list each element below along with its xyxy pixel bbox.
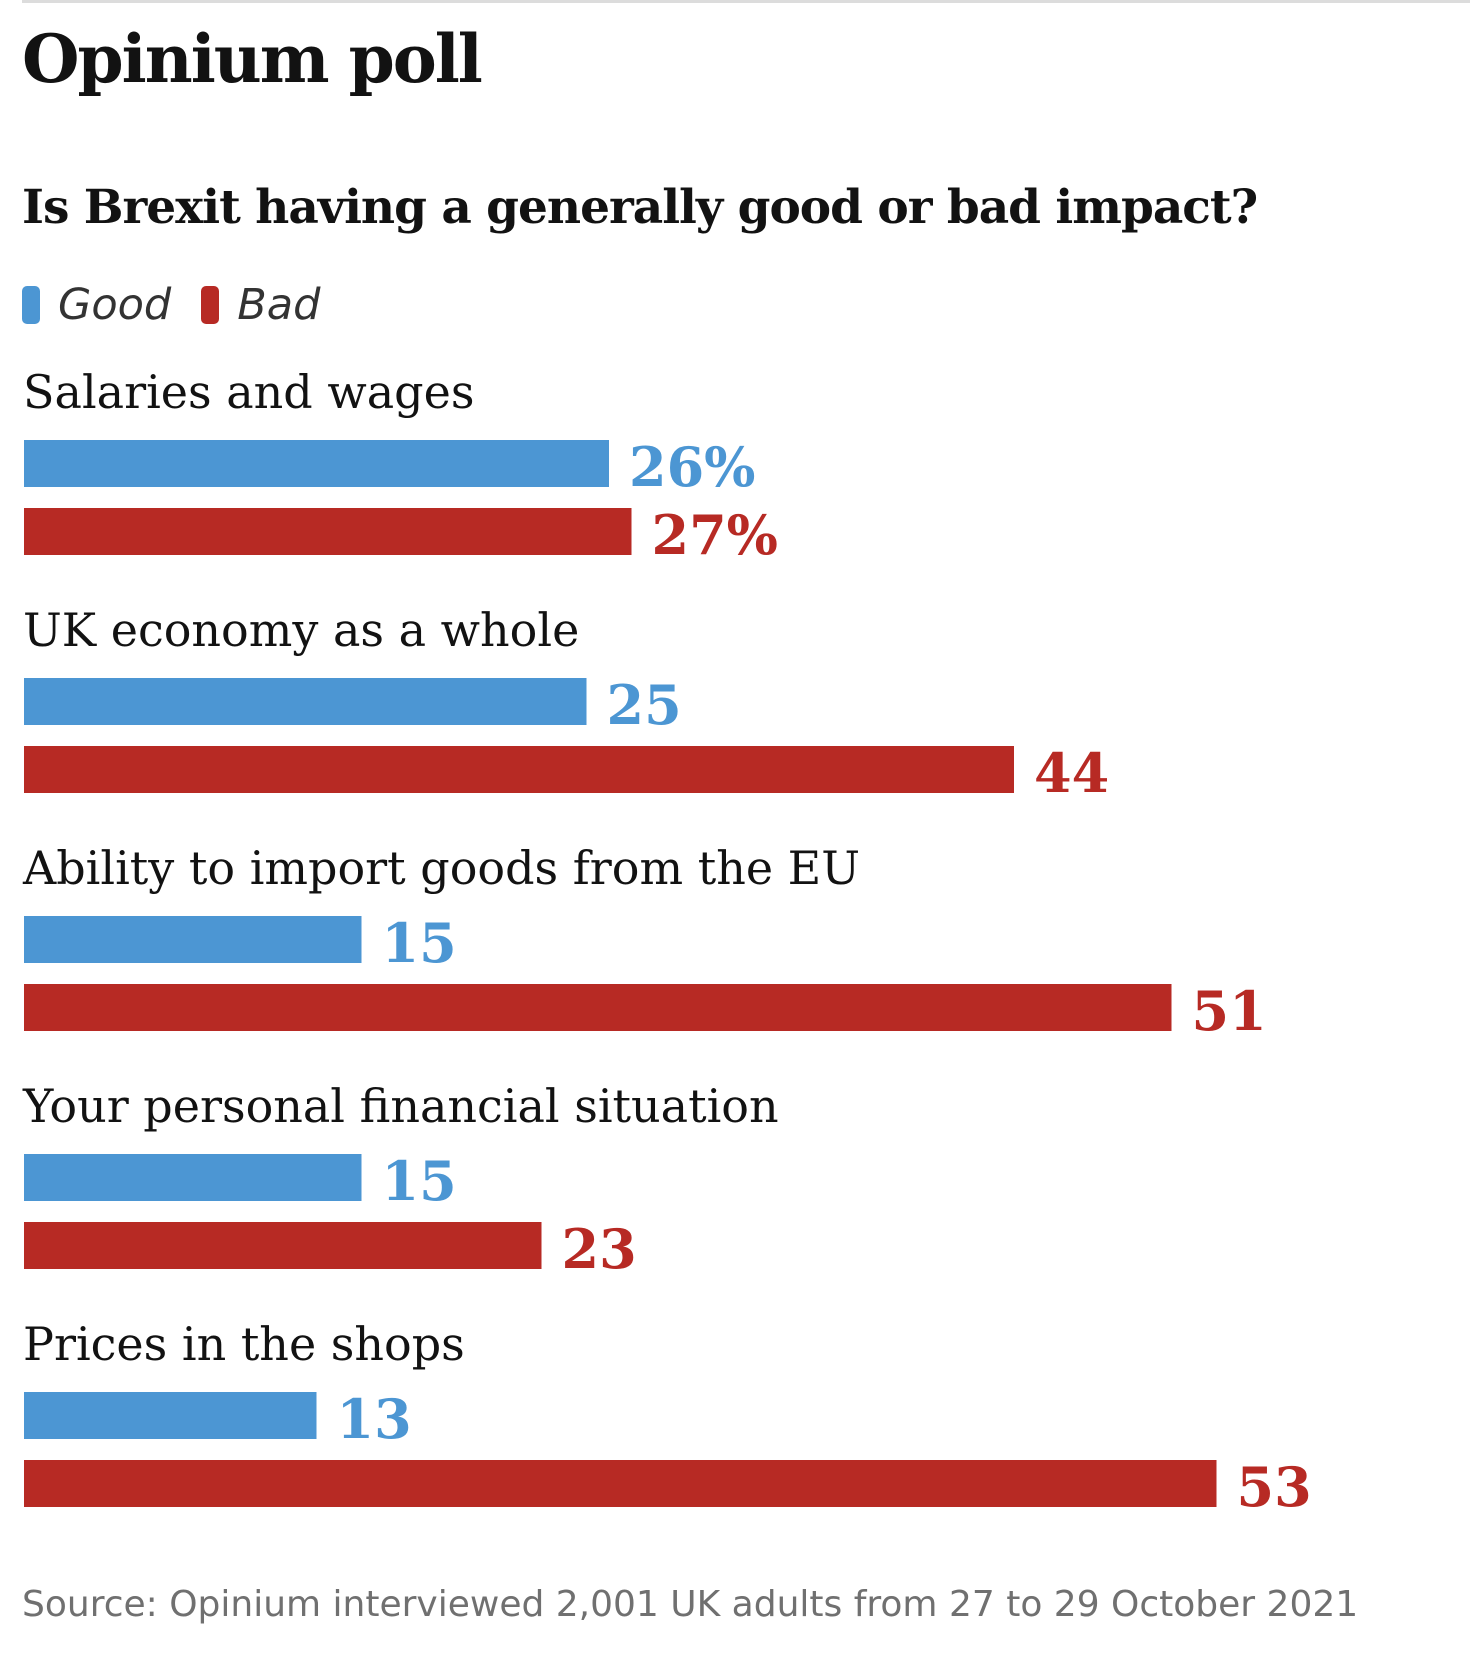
bar-bad-uk-economy-as-a-whole (24, 746, 1014, 793)
legend-item-bad: Bad (201, 280, 320, 330)
bar-good-your-personal-financial-situation (24, 1154, 362, 1201)
value-label-good-ability-to-import-goods-from-the-eu: 15 (382, 911, 457, 975)
bar-bad-your-personal-financial-situation (24, 1222, 542, 1269)
value-label-bad-ability-to-import-goods-from-the-eu: 51 (1192, 979, 1267, 1043)
chart-title: Opinium poll (22, 20, 483, 98)
bar-bad-salaries-and-wages (24, 508, 632, 555)
chart-subtitle: Is Brexit having a generally good or bad… (22, 180, 1258, 235)
bar-good-prices-in-the-shops (24, 1392, 317, 1439)
category-label-prices-in-the-shops: Prices in the shops (23, 1317, 465, 1371)
value-label-good-uk-economy-as-a-whole: 25 (607, 673, 682, 737)
source-note: Source: Opinium interviewed 2,001 UK adu… (22, 1584, 1359, 1625)
bar-bad-prices-in-the-shops (24, 1460, 1217, 1507)
value-label-bad-salaries-and-wages: 27% (652, 503, 778, 567)
value-label-good-your-personal-financial-situation: 15 (382, 1149, 457, 1213)
category-label-salaries-and-wages: Salaries and wages (23, 365, 474, 419)
legend-swatch-good (22, 286, 40, 324)
bar-good-salaries-and-wages (24, 440, 609, 487)
top-rule (22, 0, 1470, 3)
category-label-your-personal-financial-situation: Your personal financial situation (22, 1079, 779, 1133)
value-label-good-prices-in-the-shops: 13 (337, 1387, 412, 1451)
category-label-ability-to-import-goods-from-the-eu: Ability to import goods from the EU (22, 841, 860, 895)
value-label-good-salaries-and-wages: 26% (629, 435, 755, 499)
value-label-bad-uk-economy-as-a-whole: 44 (1034, 741, 1109, 805)
legend-swatch-bad (201, 286, 220, 324)
value-label-bad-prices-in-the-shops: 53 (1237, 1455, 1312, 1519)
category-label-uk-economy-as-a-whole: UK economy as a whole (23, 603, 579, 657)
legend-item-good: Good (22, 280, 171, 330)
value-label-bad-your-personal-financial-situation: 23 (562, 1217, 637, 1281)
bar-good-ability-to-import-goods-from-the-eu (24, 916, 362, 963)
bar-good-uk-economy-as-a-whole (24, 678, 587, 725)
legend: Good Bad (22, 280, 350, 330)
bar-bad-ability-to-import-goods-from-the-eu (24, 984, 1172, 1031)
legend-label-good: Good (58, 280, 172, 330)
legend-label-bad: Bad (237, 280, 321, 330)
